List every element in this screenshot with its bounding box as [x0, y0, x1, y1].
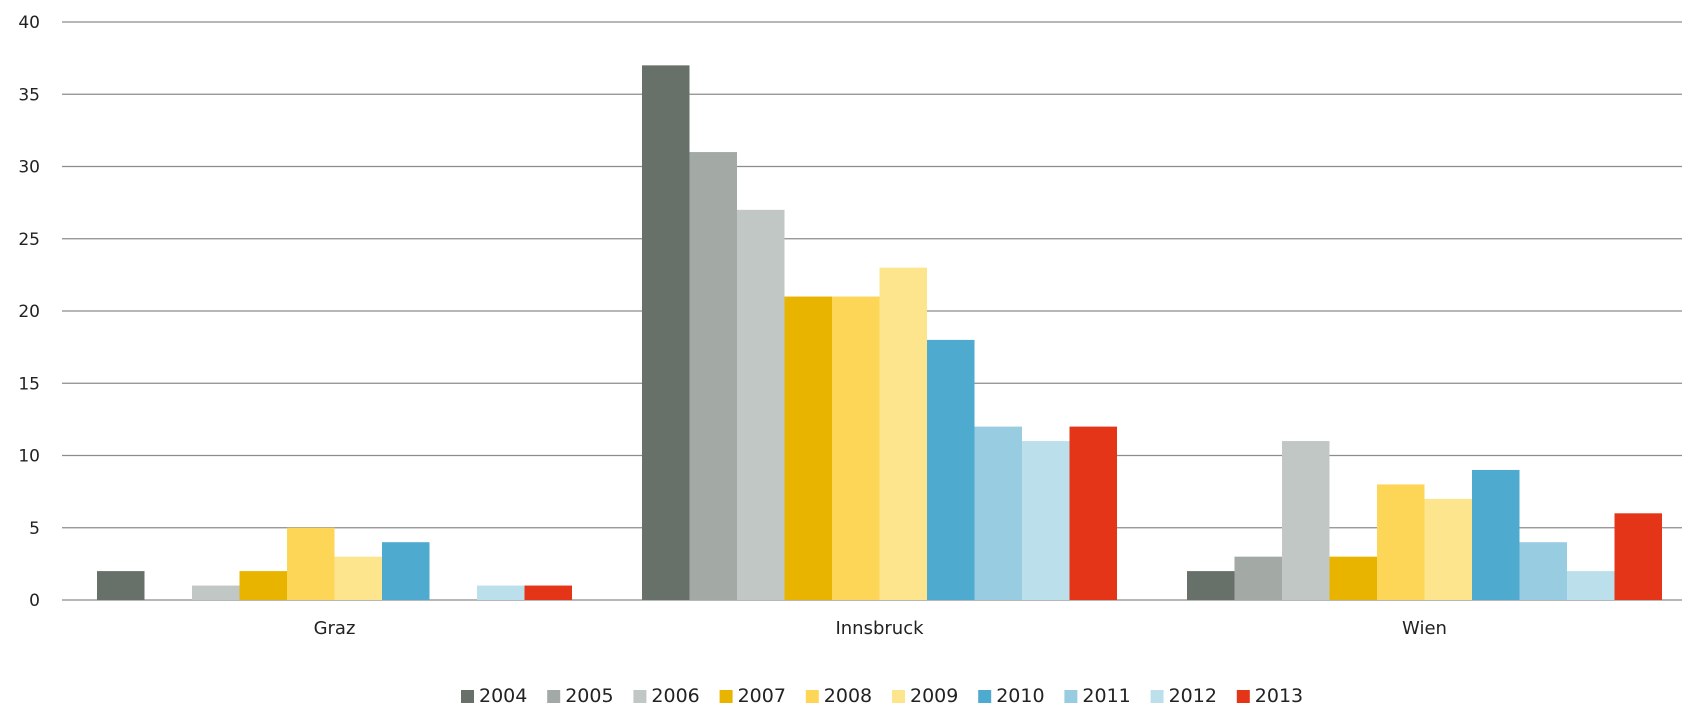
bar-innsbruck-2013 [1069, 426, 1117, 600]
y-tick-label: 30 [18, 158, 40, 178]
legend-label-2008: 2008 [824, 685, 872, 704]
legend-label-2013: 2013 [1255, 685, 1303, 704]
bar-graz-2009 [334, 556, 382, 600]
bar-wien-2011 [1519, 542, 1567, 600]
bars-layer [97, 65, 1662, 601]
bar-graz-2007 [239, 571, 287, 600]
bar-wien-2007 [1329, 556, 1377, 600]
bar-innsbruck-2011 [974, 426, 1022, 600]
bar-graz-2008 [287, 527, 335, 600]
bar-innsbruck-2005 [689, 152, 737, 601]
legend-swatch-2007 [719, 690, 733, 703]
legend-label-2007: 2007 [738, 685, 786, 704]
legend: 2004 2005 2006 2007 2008 2009 2010 2011 2012 2013 [461, 685, 1303, 704]
legend-swatch-2013 [1236, 690, 1250, 703]
bar-wien-2009 [1424, 498, 1472, 600]
legend-swatch-2011 [1064, 690, 1078, 703]
bar-innsbruck-2009 [879, 267, 927, 600]
bar-innsbruck-2004 [642, 65, 690, 601]
bar-innsbruck-2006 [737, 209, 785, 600]
bar-innsbruck-2007 [784, 296, 832, 600]
bar-wien-2004 [1187, 571, 1235, 600]
legend-label-2011: 2011 [1082, 685, 1130, 704]
legend-label-2006: 2006 [651, 685, 699, 704]
bar-innsbruck-2012 [1022, 441, 1070, 600]
bar-innsbruck-2010 [927, 339, 975, 600]
x-category-label: Innsbruck [835, 618, 924, 639]
y-tick-label: 5 [29, 519, 40, 539]
bar-innsbruck-2008 [832, 296, 880, 600]
y-tick-label: 15 [18, 374, 40, 394]
legend-label-2012: 2012 [1169, 685, 1217, 704]
x-axis-categories: Graz Innsbruck Wien [314, 618, 1447, 639]
bar-graz-2004 [97, 571, 145, 600]
bar-graz-2010 [382, 542, 430, 600]
bar-wien-2013 [1614, 513, 1662, 600]
y-tick-label: 10 [18, 447, 40, 467]
y-tick-label: 35 [18, 85, 40, 105]
legend-swatch-2004 [461, 690, 474, 703]
bar-wien-2010 [1472, 469, 1520, 600]
y-axis-ticks: 0 5 10 15 20 25 30 35 40 [18, 13, 40, 611]
x-category-label: Graz [314, 618, 356, 639]
bar-graz-2012 [477, 585, 525, 600]
bar-wien-2008 [1377, 484, 1425, 600]
y-tick-label: 40 [18, 13, 40, 33]
bar-wien-2012 [1567, 571, 1615, 600]
legend-swatch-2009 [892, 690, 905, 703]
legend-swatch-2008 [805, 690, 819, 703]
legend-swatch-2005 [547, 690, 561, 703]
legend-label-2004: 2004 [479, 685, 527, 704]
legend-swatch-2012 [1150, 690, 1164, 703]
bar-graz-2013 [524, 585, 572, 600]
bar-graz-2006 [192, 585, 240, 600]
legend-label-2005: 2005 [565, 685, 613, 704]
y-tick-label: 20 [18, 302, 40, 322]
legend-swatch-2010 [978, 690, 992, 703]
y-tick-label: 25 [18, 230, 40, 250]
legend-swatch-2006 [633, 690, 647, 703]
bar-wien-2005 [1234, 556, 1282, 600]
legend-label-2009: 2009 [910, 685, 958, 704]
x-category-label: Wien [1402, 618, 1447, 639]
legend-label-2010: 2010 [996, 685, 1044, 704]
bar-wien-2006 [1282, 441, 1330, 600]
y-tick-label: 0 [29, 591, 40, 611]
